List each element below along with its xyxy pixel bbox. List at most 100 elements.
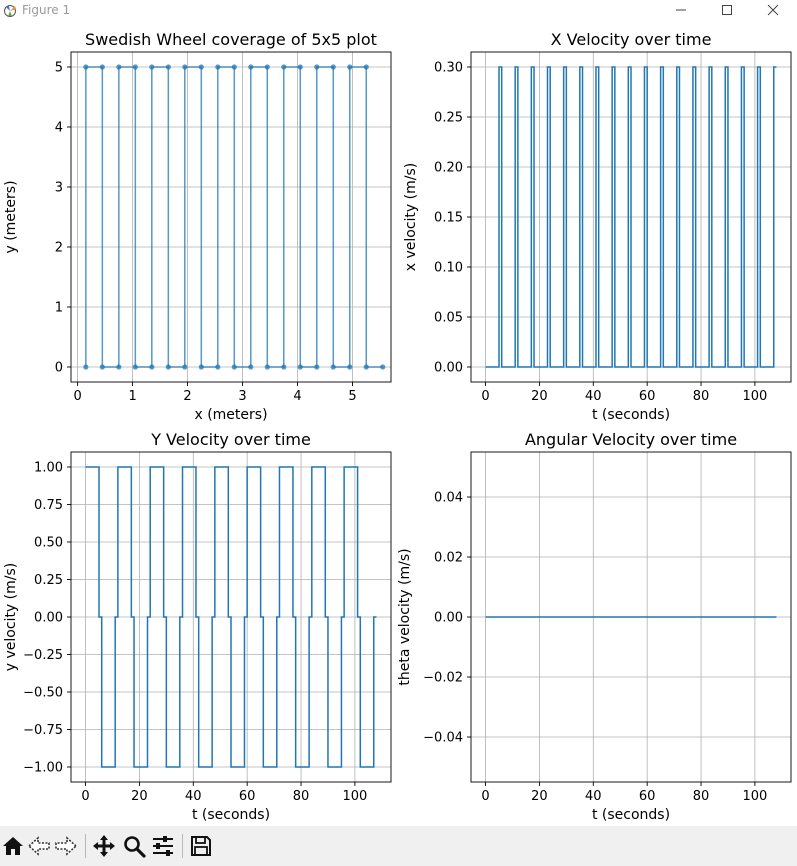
back-button[interactable] — [26, 832, 52, 860]
pan-icon — [93, 835, 115, 857]
x-tick-label: 40 — [585, 789, 602, 804]
save-icon — [191, 836, 211, 856]
x-tick-label: 60 — [239, 789, 256, 804]
data-point — [363, 64, 369, 70]
data-point — [330, 364, 336, 370]
y-tick-label: 0.00 — [34, 611, 63, 626]
data-point — [99, 364, 105, 370]
subplot-2: 0 20 40 60 80 100 0.00 0.05 0.10 0.15 0.20 0.25 0.30… — [403, 30, 792, 423]
data-point — [297, 364, 303, 370]
y-tick-label: −0.02 — [423, 671, 463, 686]
subplot-title: Angular Velocity over time — [525, 430, 737, 449]
x-tick-label: 100 — [742, 789, 767, 804]
configure-subplots-icon — [153, 836, 173, 856]
close-icon — [767, 4, 779, 16]
x-tick-label: 5 — [348, 389, 356, 404]
data-point — [231, 364, 237, 370]
data-point — [264, 64, 270, 70]
data-point — [281, 364, 287, 370]
data-point — [215, 364, 221, 370]
y-tick-label: 1 — [55, 301, 63, 316]
data-point — [198, 64, 204, 70]
x-tick-label: 40 — [585, 389, 602, 404]
y-axis-label: theta velocity (m/s) — [397, 548, 413, 685]
y-tick-label: 2 — [55, 241, 63, 256]
y-tick-label: 0 — [55, 361, 63, 376]
data-point — [116, 64, 122, 70]
x-tick-label: 80 — [293, 789, 310, 804]
x-tick-label: 2 — [183, 389, 191, 404]
data-point — [264, 364, 270, 370]
y-tick-label: 4 — [55, 121, 63, 136]
subplot-title: Swedish Wheel coverage of 5x5 plot — [85, 30, 377, 49]
data-point — [314, 64, 320, 70]
data-point — [165, 64, 171, 70]
x-axis-label: t (seconds) — [192, 807, 270, 823]
y-tick-label: 0.25 — [434, 111, 463, 126]
data-point — [132, 64, 138, 70]
home-icon — [3, 837, 23, 855]
navigation-toolbar — [0, 826, 797, 866]
data-point — [380, 364, 386, 370]
y-tick-label: 0.30 — [434, 61, 463, 76]
subplot-title: Y Velocity over time — [150, 430, 311, 449]
maximize-button[interactable] — [704, 0, 750, 20]
subplot-3: 0 20 40 60 80 100 −1.00 −0.75 −0.50 −0.25 0.00 0.25… — [3, 430, 392, 823]
figure-canvas[interactable]: 0 1 2 3 4 5 0 1 2 3 4 5 Swedish Wheel coverage of 5x… — [0, 20, 797, 826]
data-point — [248, 64, 254, 70]
x-tick-label: 4 — [293, 389, 301, 404]
window-titlebar: Figure 1 — [0, 0, 797, 20]
x-tick-label: 1 — [128, 389, 136, 404]
data-point — [297, 64, 303, 70]
y-tick-label: 0.10 — [434, 261, 463, 276]
y-tick-label: 1.00 — [34, 461, 63, 476]
data-point — [99, 64, 105, 70]
y-tick-label: 0.02 — [434, 551, 463, 566]
data-point — [83, 64, 89, 70]
x-tick-label: 3 — [238, 389, 246, 404]
data-point — [347, 64, 353, 70]
data-point — [182, 64, 188, 70]
x-tick-label: 0 — [481, 389, 489, 404]
x-tick-label: 40 — [185, 789, 202, 804]
y-tick-label: −1.00 — [23, 761, 63, 776]
y-tick-label: −0.50 — [23, 686, 63, 701]
save-button[interactable] — [188, 832, 214, 860]
x-axis-label: t (seconds) — [592, 407, 670, 423]
figure-svg: 0 1 2 3 4 5 0 1 2 3 4 5 Swedish Wheel coverage of 5x… — [3, 30, 792, 823]
x-tick-label: 100 — [342, 789, 367, 804]
zoom-icon — [124, 836, 146, 858]
minimize-button[interactable] — [658, 0, 704, 20]
data-point — [330, 64, 336, 70]
y-tick-label: 0.04 — [434, 491, 463, 506]
pan-button[interactable] — [91, 832, 117, 860]
home-button[interactable] — [0, 832, 26, 860]
forward-icon — [55, 836, 78, 856]
x-tick-label: 80 — [693, 789, 710, 804]
y-tick-label: 0.00 — [434, 361, 463, 376]
data-point — [116, 364, 122, 370]
data-point — [215, 64, 221, 70]
forward-button[interactable] — [53, 832, 79, 860]
data-point — [281, 64, 287, 70]
x-tick-label: 0 — [481, 789, 489, 804]
zoom-button[interactable] — [121, 832, 147, 860]
maximize-icon — [722, 5, 732, 15]
configure-subplots-button[interactable] — [150, 832, 176, 860]
close-button[interactable] — [750, 0, 796, 20]
data-point — [347, 364, 353, 370]
y-tick-label: 5 — [55, 61, 63, 76]
series-line — [85, 66, 383, 368]
y-tick-label: 0.15 — [434, 211, 463, 226]
x-tick-label: 100 — [742, 389, 767, 404]
x-tick-label: 0 — [81, 789, 89, 804]
series-line — [485, 66, 777, 368]
y-tick-label: 0.75 — [34, 498, 63, 513]
y-tick-label: 3 — [55, 181, 63, 196]
x-tick-label: 20 — [131, 789, 148, 804]
y-axis-label: y velocity (m/s) — [3, 563, 19, 671]
data-point — [149, 64, 155, 70]
data-point — [149, 364, 155, 370]
data-point — [132, 364, 138, 370]
x-tick-label: 60 — [639, 389, 656, 404]
